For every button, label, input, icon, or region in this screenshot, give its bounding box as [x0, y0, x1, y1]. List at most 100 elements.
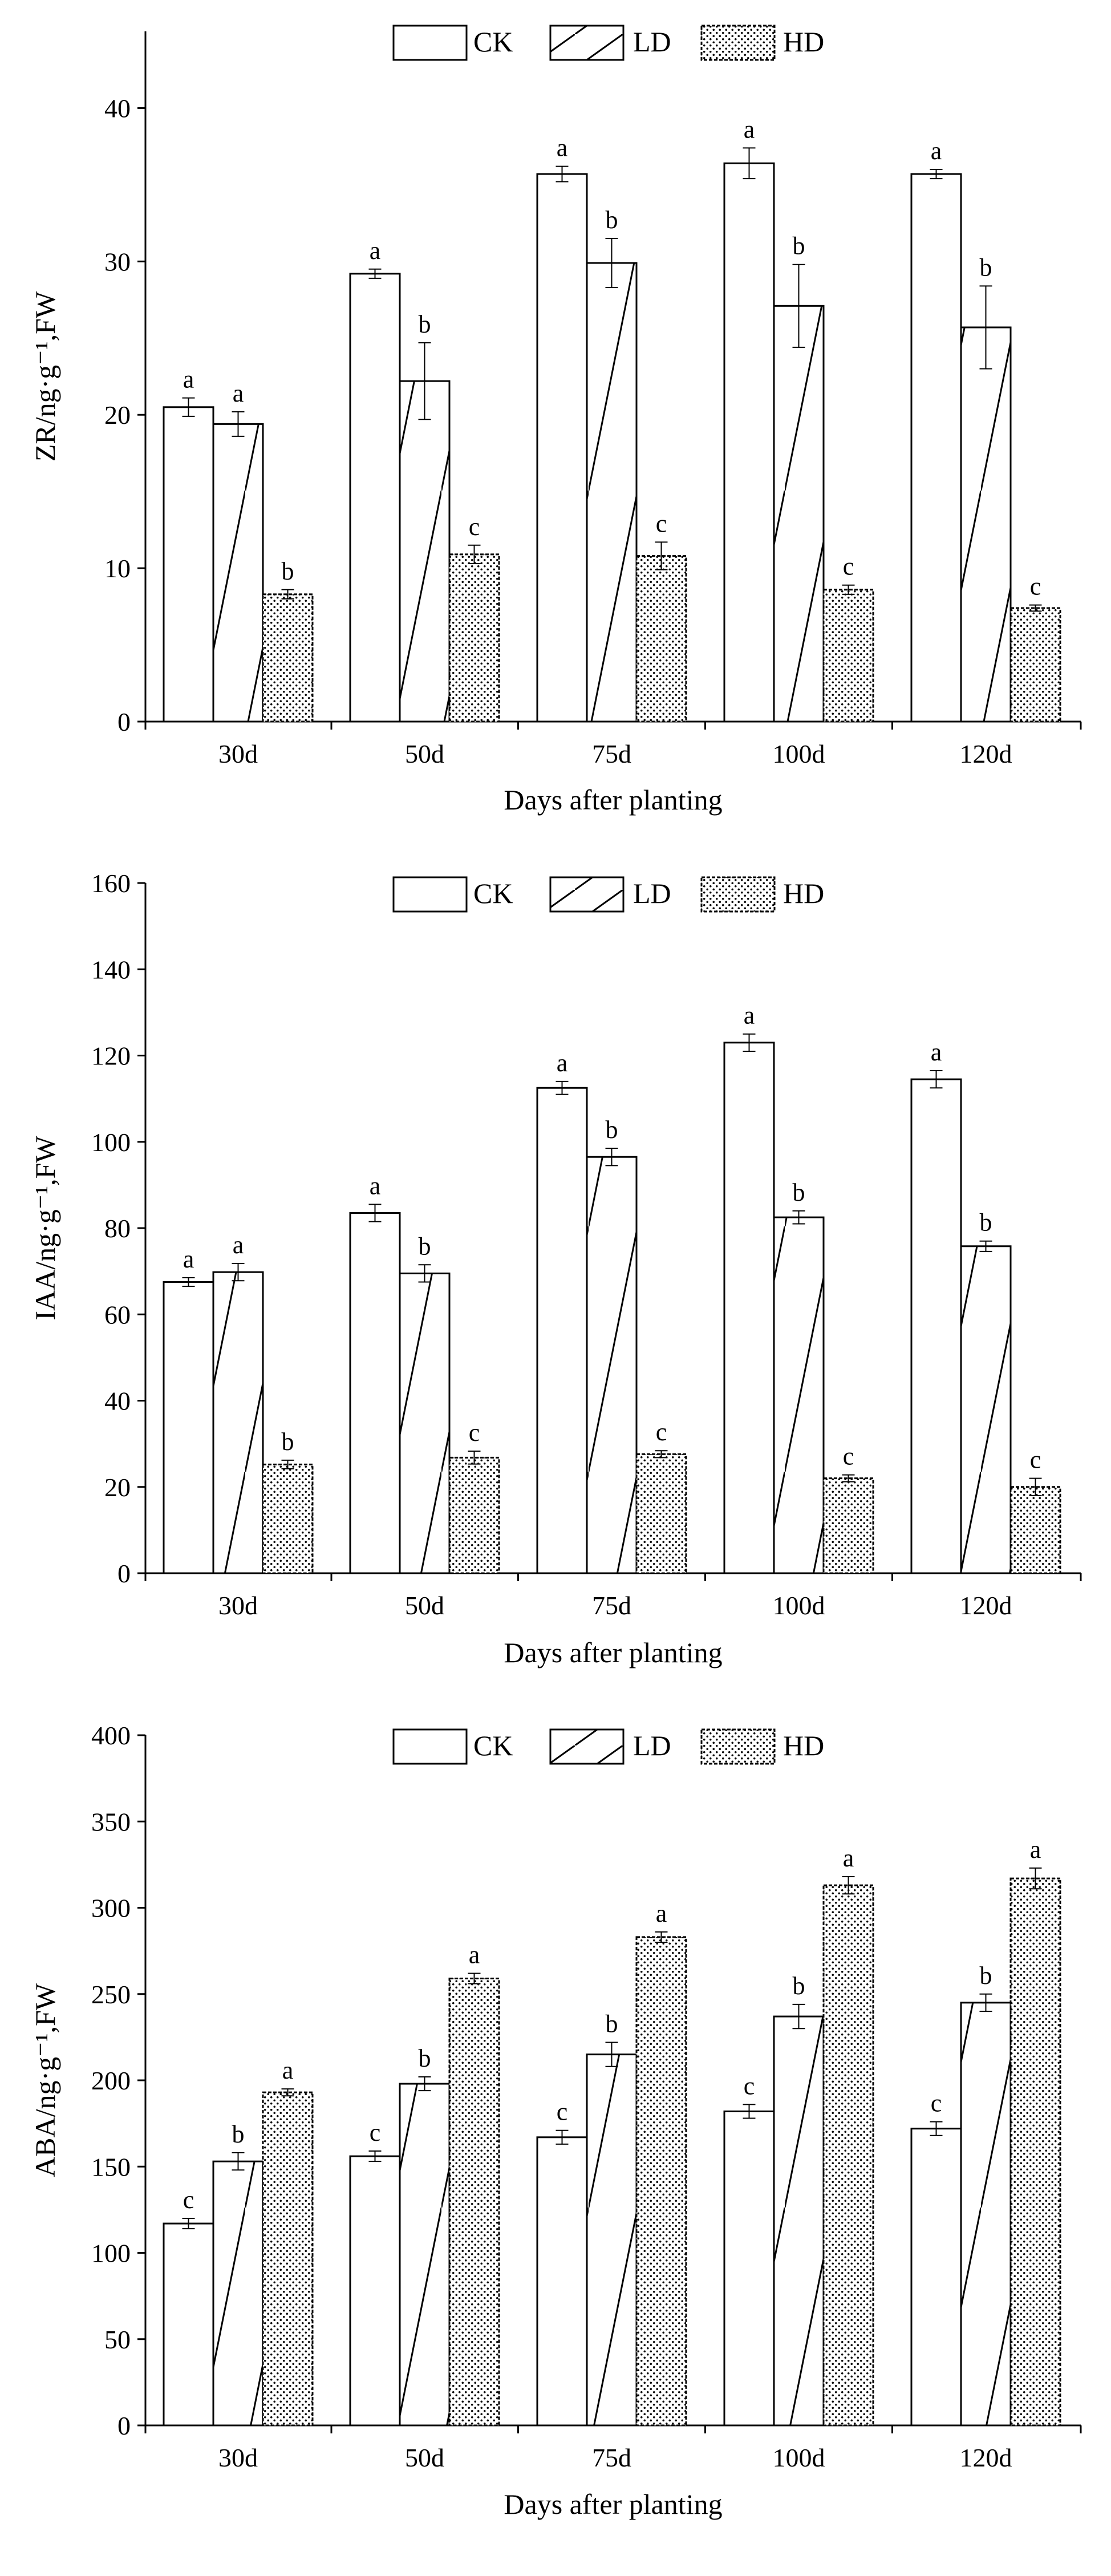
legend-swatch-ck — [392, 876, 468, 913]
significance-letter: a — [656, 1899, 667, 1927]
x-tick-label: 100d — [773, 739, 825, 768]
y-tick-label: 140 — [91, 955, 131, 984]
significance-letter: a — [557, 134, 568, 162]
significance-letter: a — [744, 1002, 755, 1030]
chart-panel-2: 0 20 40 60 80 100 120 140 160 a a a a a a b b b b b c c c c 30d 5… — [29, 869, 1082, 1668]
significance-letter: a — [183, 1245, 194, 1273]
bar-bg-ck — [164, 407, 213, 722]
significance-letter: a — [183, 366, 194, 394]
legend-label-ck: CK — [473, 26, 513, 58]
legend-label-hd: HD — [783, 1730, 824, 1761]
significance-letter: c — [931, 2089, 942, 2117]
bar-ld-75d — [586, 1156, 638, 1574]
y-tick-label: 10 — [104, 554, 131, 583]
x-tick-label: 50d — [405, 1591, 444, 1620]
y-tick-label: 160 — [91, 869, 131, 898]
chart-panel-3: 0 50 100 150 200 250 300 350 400 c c c c c b b b b b a a a a a 3… — [29, 1721, 1082, 2520]
significance-letter: c — [656, 1418, 667, 1446]
x-tick-label: 50d — [405, 2443, 444, 2472]
legend-swatch-ld — [549, 25, 625, 61]
significance-letter: b — [282, 557, 294, 585]
significance-letter: b — [606, 1116, 618, 1144]
bar-bg-ck — [537, 174, 587, 722]
legend-swatch-ld — [549, 876, 625, 913]
legend-swatch-ck — [392, 1728, 468, 1765]
bar-hd-30d — [262, 2091, 314, 2427]
y-tick-label: 100 — [91, 2239, 131, 2268]
bar-hd-100d — [822, 1477, 874, 1574]
bar-ld-100d — [773, 1216, 825, 1574]
y-tick-label: 20 — [104, 400, 131, 430]
y-tick-label: 40 — [104, 94, 131, 123]
bar-ld-50d — [399, 2083, 451, 2427]
legend-label-ck: CK — [473, 1730, 513, 1761]
significance-letter: b — [980, 1962, 992, 1990]
bar-ld-75d — [586, 262, 638, 723]
significance-letter: b — [980, 1209, 992, 1237]
bar-hd-120d — [1009, 1486, 1061, 1574]
bar-ld-30d — [212, 423, 264, 723]
bar-bg-ck — [350, 2156, 400, 2425]
y-axis-title: ABA/ng·g⁻¹,FW — [29, 1983, 61, 2177]
significance-letter: b — [606, 2010, 618, 2038]
bar-hd-120d — [1009, 1877, 1061, 2427]
significance-letter: c — [1030, 573, 1041, 601]
x-axis-title: Days after planting — [504, 1637, 722, 1668]
bar-ld-100d — [773, 305, 825, 723]
y-tick-label: 50 — [104, 2325, 131, 2354]
bar-hd-75d — [635, 1936, 687, 2427]
bar-bg-ck — [164, 2223, 213, 2425]
significance-letter: c — [843, 553, 854, 581]
legend-swatch-bg — [394, 1730, 467, 1764]
bar-bg-ck — [350, 273, 400, 722]
x-tick-label: 50d — [405, 739, 444, 768]
x-tick-label: 75d — [592, 739, 631, 768]
x-tick-label: 30d — [218, 1591, 258, 1620]
significance-letter: a — [233, 1231, 244, 1259]
significance-letter: c — [469, 513, 480, 541]
bar-hd-75d — [635, 1453, 687, 1574]
bar-ld-120d — [960, 2002, 1012, 2427]
significance-letter: a — [843, 1844, 854, 1872]
bar-ld-100d — [773, 2015, 825, 2427]
legend-label-ld: LD — [633, 26, 671, 58]
legend-swatch-ck — [392, 25, 468, 61]
y-tick-label: 120 — [91, 1042, 131, 1071]
significance-letter: c — [744, 2072, 755, 2100]
bar-hd-100d — [822, 1884, 874, 2427]
y-tick-label: 100 — [91, 1128, 131, 1157]
bar-ld-30d — [212, 1271, 264, 1574]
significance-letter: b — [282, 1428, 294, 1456]
significance-letter: c — [656, 509, 667, 537]
y-tick-label: 150 — [91, 2152, 131, 2181]
y-tick-label: 200 — [91, 2066, 131, 2095]
x-tick-label: 100d — [773, 2443, 825, 2472]
y-tick-label: 30 — [104, 247, 131, 276]
significance-letter: a — [931, 1038, 942, 1066]
bar-ld-30d — [212, 2160, 264, 2427]
significance-letter: a — [233, 379, 244, 407]
legend-label-ck: CK — [473, 877, 513, 909]
significance-letter: c — [843, 1443, 854, 1471]
bar-bg-ck — [911, 1079, 961, 1573]
legend-swatch-hd — [700, 25, 776, 61]
y-tick-label: 400 — [91, 1721, 131, 1750]
bar-hd-50d — [448, 1978, 500, 2427]
y-tick-label: 20 — [104, 1473, 131, 1502]
bar-ld-120d — [960, 326, 1012, 723]
y-tick-label: 0 — [117, 2411, 131, 2440]
x-tick-label: 75d — [592, 1591, 631, 1620]
chart-panel-1: 0 10 20 30 40 a a a a a a b b b b b c c c c 30d 50d 75d 100d 120… — [29, 25, 1082, 816]
significance-letter: b — [793, 1178, 805, 1206]
legend-label-ld: LD — [633, 877, 671, 909]
legend-label-ld: LD — [633, 1730, 671, 1761]
bar-bg-ck — [724, 1042, 774, 1573]
y-axis-title: IAA/ng·g⁻¹,FW — [29, 1136, 61, 1321]
legend: CK LD HD — [392, 876, 824, 913]
bar-ld-50d — [399, 1272, 451, 1574]
significance-letter: a — [469, 1941, 480, 1969]
significance-letter: a — [1030, 1836, 1041, 1864]
bar-ld-50d — [399, 380, 451, 723]
